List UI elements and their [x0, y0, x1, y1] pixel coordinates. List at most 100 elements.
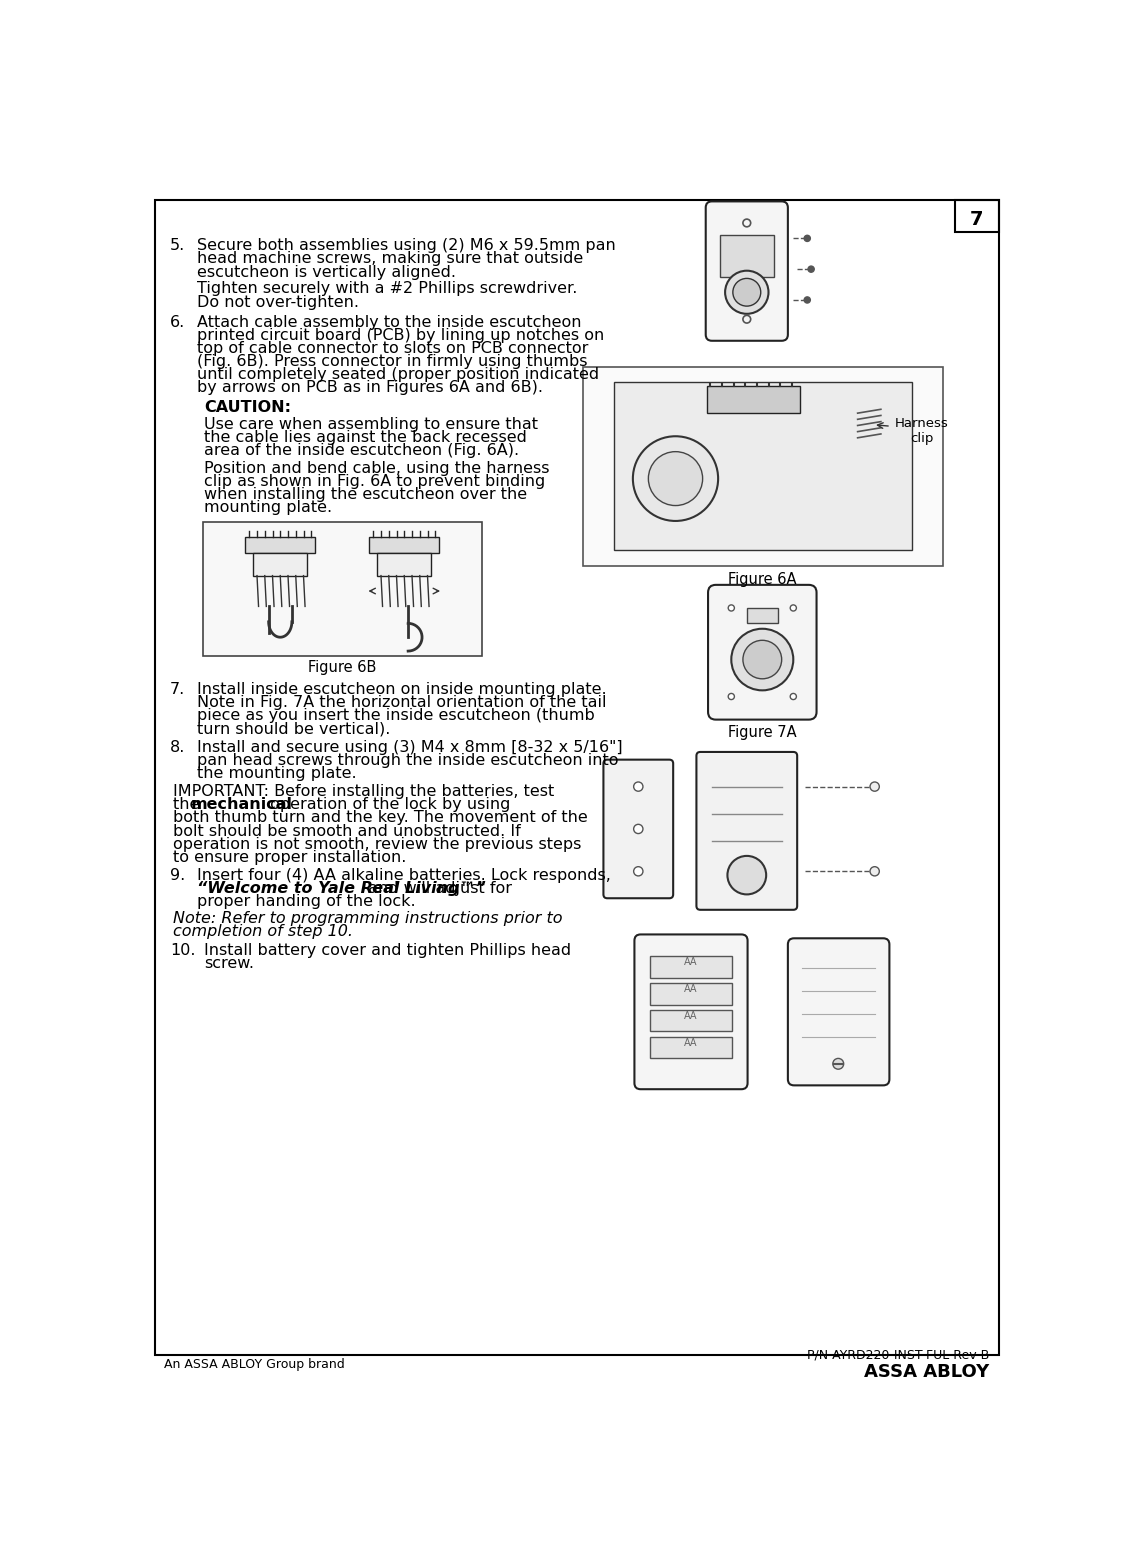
FancyBboxPatch shape: [696, 752, 797, 910]
Text: 7.: 7.: [170, 682, 186, 698]
Text: AA: AA: [685, 1011, 698, 1021]
Circle shape: [733, 279, 761, 305]
Circle shape: [833, 1059, 843, 1070]
Text: Note: Refer to programming instructions prior to: Note: Refer to programming instructions …: [173, 911, 563, 927]
Text: Install and secure using (3) M4 x 8mm [8-32 x 5/16"]: Install and secure using (3) M4 x 8mm [8…: [197, 739, 623, 755]
Text: Secure both assemblies using (2) M6 x 59.5mm pan: Secure both assemblies using (2) M6 x 59…: [197, 239, 615, 253]
Circle shape: [725, 271, 769, 313]
Text: area of the inside escutcheon (Fig. 6A).: area of the inside escutcheon (Fig. 6A).: [204, 443, 519, 459]
Text: the mounting plate.: the mounting plate.: [197, 766, 356, 781]
FancyBboxPatch shape: [788, 938, 890, 1085]
Bar: [369, 538, 439, 552]
Circle shape: [804, 298, 811, 304]
Text: Install battery cover and tighten Phillips head: Install battery cover and tighten Philli…: [204, 942, 571, 958]
Bar: [650, 1011, 732, 1031]
Bar: [253, 552, 307, 575]
Text: 7: 7: [971, 211, 984, 229]
Text: printed circuit board (PCB) by lining up notches on: printed circuit board (PCB) by lining up…: [197, 327, 604, 343]
Text: by arrows on PCB as in Figures 6A and 6B).: by arrows on PCB as in Figures 6A and 6B…: [197, 380, 543, 395]
Bar: [245, 538, 315, 552]
Text: P/N AYRD220-INST-FUL Rev B: P/N AYRD220-INST-FUL Rev B: [807, 1348, 990, 1362]
Text: (Fig. 6B). Press connector in firmly using thumbs: (Fig. 6B). Press connector in firmly usi…: [197, 353, 587, 369]
Text: pan head screws through the inside escutcheon into: pan head screws through the inside escut…: [197, 753, 618, 767]
Text: ASSA ABLOY: ASSA ABLOY: [864, 1362, 990, 1381]
Circle shape: [804, 236, 811, 242]
Circle shape: [870, 783, 879, 790]
Text: Harness
clip: Harness clip: [895, 417, 948, 445]
Text: AA: AA: [685, 958, 698, 967]
Text: the cable lies against the back recessed: the cable lies against the back recessed: [204, 429, 527, 445]
Text: mechanical: mechanical: [190, 797, 293, 812]
Bar: [377, 552, 431, 575]
Bar: [747, 608, 778, 623]
Text: Use care when assembling to ensure that: Use care when assembling to ensure that: [204, 417, 538, 432]
Text: 5.: 5.: [170, 239, 186, 253]
Bar: [650, 983, 732, 1004]
Circle shape: [790, 604, 796, 611]
Circle shape: [727, 856, 766, 894]
Text: 10.: 10.: [170, 942, 196, 958]
Text: the: the: [173, 797, 205, 812]
Text: “Welcome to Yale Real Living™”: “Welcome to Yale Real Living™”: [197, 882, 485, 896]
Bar: [582, 367, 942, 566]
Text: completion of step 10.: completion of step 10.: [173, 924, 354, 939]
Bar: [614, 383, 912, 550]
Text: An ASSA ABLOY Group brand: An ASSA ABLOY Group brand: [164, 1358, 345, 1370]
Circle shape: [634, 866, 643, 876]
Text: piece as you insert the inside escutcheon (thumb: piece as you insert the inside escutcheo…: [197, 708, 595, 722]
FancyBboxPatch shape: [634, 935, 748, 1090]
Text: clip as shown in Fig. 6A to prevent binding: clip as shown in Fig. 6A to prevent bind…: [204, 474, 546, 488]
FancyBboxPatch shape: [706, 202, 788, 341]
Circle shape: [743, 640, 781, 679]
Bar: [706, 386, 799, 414]
Circle shape: [729, 604, 734, 611]
Text: Figure 7A: Figure 7A: [729, 725, 796, 739]
Bar: [955, 200, 1000, 232]
Bar: [650, 956, 732, 978]
Text: 9.: 9.: [170, 868, 186, 884]
Text: operation is not smooth, review the previous steps: operation is not smooth, review the prev…: [173, 837, 582, 851]
Text: turn should be vertical).: turn should be vertical).: [197, 721, 390, 736]
Text: Insert four (4) AA alkaline batteries. Lock responds,: Insert four (4) AA alkaline batteries. L…: [197, 868, 610, 884]
Bar: [720, 234, 774, 277]
Text: both thumb turn and the key. The movement of the: both thumb turn and the key. The movemen…: [173, 811, 588, 826]
Text: AA: AA: [685, 984, 698, 994]
Circle shape: [649, 451, 703, 505]
Text: Attach cable assembly to the inside escutcheon: Attach cable assembly to the inside escu…: [197, 315, 581, 330]
Text: Figure 6A: Figure 6A: [729, 572, 796, 587]
Text: top of cable connector to slots on PCB connector: top of cable connector to slots on PCB c…: [197, 341, 588, 356]
FancyBboxPatch shape: [604, 760, 673, 899]
Circle shape: [731, 629, 794, 690]
Text: AA: AA: [685, 1038, 698, 1048]
Text: 6.: 6.: [170, 315, 186, 330]
Text: proper handing of the lock.: proper handing of the lock.: [197, 894, 415, 910]
Text: when installing the escutcheon over the: when installing the escutcheon over the: [204, 487, 527, 502]
Text: Position and bend cable, using the harness: Position and bend cable, using the harne…: [204, 460, 549, 476]
Text: and will adjust for: and will adjust for: [364, 882, 512, 896]
Text: Tighten securely with a #2 Phillips screwdriver.: Tighten securely with a #2 Phillips scre…: [197, 282, 577, 296]
Text: screw.: screw.: [204, 956, 254, 970]
Text: IMPORTANT: Before installing the batteries, test: IMPORTANT: Before installing the batteri…: [173, 784, 554, 800]
Text: CAUTION:: CAUTION:: [204, 400, 292, 415]
Text: Do not over-tighten.: Do not over-tighten.: [197, 294, 358, 310]
Text: to ensure proper installation.: to ensure proper installation.: [173, 849, 406, 865]
Circle shape: [808, 267, 814, 273]
Text: operation of the lock by using: operation of the lock by using: [265, 797, 510, 812]
Circle shape: [633, 436, 718, 521]
Text: Note in Fig. 7A the horizontal orientation of the tail: Note in Fig. 7A the horizontal orientati…: [197, 694, 606, 710]
Circle shape: [634, 783, 643, 790]
Text: Figure 6B: Figure 6B: [309, 660, 376, 676]
Circle shape: [790, 693, 796, 699]
Circle shape: [634, 825, 643, 834]
Text: head machine screws, making sure that outside: head machine screws, making sure that ou…: [197, 251, 583, 267]
Text: 8.: 8.: [170, 739, 186, 755]
Text: mounting plate.: mounting plate.: [204, 501, 332, 515]
Circle shape: [870, 866, 879, 876]
FancyBboxPatch shape: [708, 584, 816, 719]
Bar: [203, 522, 482, 657]
Text: until completely seated (proper position indicated: until completely seated (proper position…: [197, 367, 599, 381]
Text: Install inside escutcheon on inside mounting plate.: Install inside escutcheon on inside moun…: [197, 682, 606, 698]
Bar: [650, 1037, 732, 1059]
Circle shape: [729, 693, 734, 699]
Text: bolt should be smooth and unobstructed. If: bolt should be smooth and unobstructed. …: [173, 823, 521, 839]
